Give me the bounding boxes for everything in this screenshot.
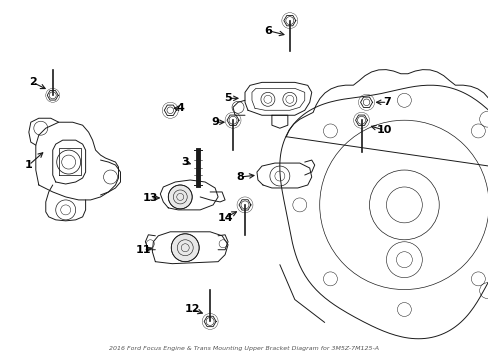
Text: 3: 3 (181, 157, 189, 167)
Circle shape (168, 185, 192, 209)
Text: 12: 12 (184, 305, 200, 315)
Text: 11: 11 (135, 245, 151, 255)
Text: 2: 2 (29, 77, 37, 87)
Text: 4: 4 (176, 103, 184, 113)
Circle shape (171, 234, 199, 262)
Text: 14: 14 (217, 213, 232, 223)
Text: 13: 13 (142, 193, 158, 203)
Text: 5: 5 (224, 93, 231, 103)
Text: 7: 7 (383, 97, 390, 107)
Text: 10: 10 (376, 125, 391, 135)
Text: 8: 8 (236, 172, 244, 182)
Text: 9: 9 (211, 117, 219, 127)
Text: 1: 1 (25, 160, 33, 170)
Text: 6: 6 (264, 26, 271, 36)
Text: 2016 Ford Focus Engine & Trans Mounting Upper Bracket Diagram for 3M5Z-7M125-A: 2016 Ford Focus Engine & Trans Mounting … (109, 346, 379, 351)
